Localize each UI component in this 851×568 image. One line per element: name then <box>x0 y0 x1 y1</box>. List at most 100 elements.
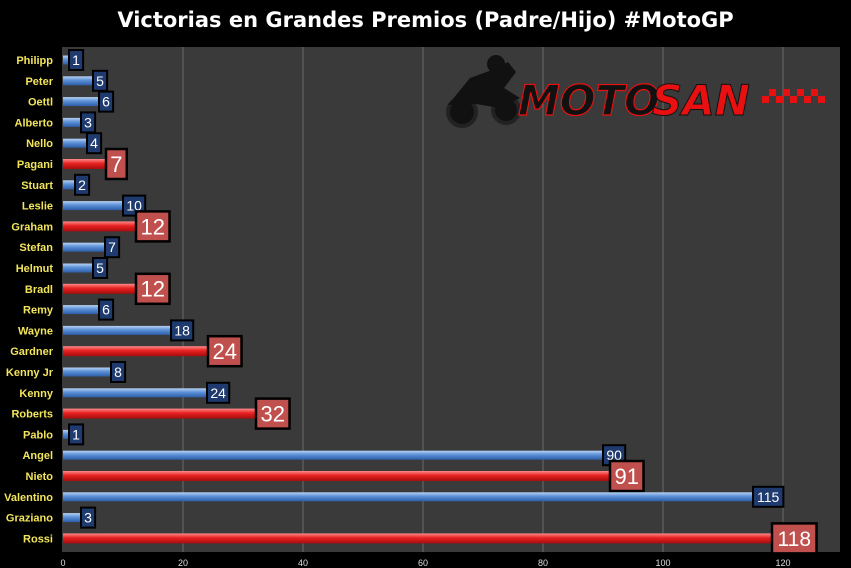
data-label-box <box>104 236 121 259</box>
category-label: Roberts <box>11 409 53 421</box>
data-label-box <box>98 90 115 113</box>
bar <box>63 305 99 315</box>
son-bar-group: 5 <box>63 257 109 279</box>
data-label: 1 <box>72 426 80 442</box>
data-label: 3 <box>84 114 92 130</box>
father-bar-group: 32 <box>63 397 291 430</box>
category-label: Pablo <box>23 429 53 441</box>
data-label: 32 <box>261 402 285 427</box>
category-label: Angel <box>22 450 53 462</box>
data-label: 5 <box>96 260 104 276</box>
data-label: 8 <box>114 364 122 380</box>
bar <box>63 242 105 252</box>
data-label-box <box>68 423 85 446</box>
data-label-box <box>68 49 85 71</box>
category-label: Oettl <box>28 97 53 109</box>
data-label-box <box>92 257 109 279</box>
gridlines <box>182 47 784 552</box>
bar <box>63 263 93 273</box>
son-bar-group: 24 <box>63 381 231 404</box>
x-tick-label: 80 <box>538 558 548 568</box>
father-bar-group: 12 <box>63 210 171 243</box>
data-label: 90 <box>606 447 622 463</box>
bar <box>63 138 87 148</box>
data-label-box <box>170 319 195 342</box>
x-tick-label: 60 <box>418 558 428 568</box>
category-label: Nello <box>26 138 53 150</box>
data-label: 118 <box>778 528 811 551</box>
data-label-box <box>608 459 645 493</box>
bar <box>63 533 771 544</box>
motorcycle-rider-icon <box>446 55 521 128</box>
data-label-box <box>206 381 231 404</box>
data-label: 6 <box>102 302 110 318</box>
category-label: Bradl <box>25 284 53 296</box>
son-bar-group: 3 <box>63 506 97 529</box>
bar <box>63 97 99 107</box>
plot-area <box>62 47 840 552</box>
category-label: Helmut <box>16 263 54 275</box>
son-bar-group: 7 <box>63 236 121 259</box>
bar <box>63 429 69 439</box>
bar <box>63 513 81 523</box>
category-label: Stuart <box>21 180 53 192</box>
father-bar-group: 91 <box>63 459 645 493</box>
category-label: Gardner <box>10 346 54 358</box>
category-label: Graziano <box>6 513 53 525</box>
category-label: Nieto <box>26 471 54 483</box>
data-label: 3 <box>84 510 92 526</box>
category-label: Valentino <box>4 492 53 504</box>
son-bar-group: 1 <box>63 49 85 71</box>
data-label-box <box>134 210 171 243</box>
chart-title: Victorias en Grandes Premios (Padre/Hijo… <box>117 8 734 32</box>
son-bar-group: 4 <box>63 132 103 155</box>
bar <box>63 180 75 190</box>
logo-text-moto: MOTO <box>518 76 660 125</box>
bar <box>63 450 603 460</box>
son-bar-group: 3 <box>63 111 97 134</box>
bar <box>63 117 81 127</box>
category-label: Peter <box>25 76 53 88</box>
category-label: Kenny <box>19 388 54 400</box>
bar <box>63 159 105 169</box>
x-tick-label: 0 <box>60 558 65 568</box>
bar <box>63 76 93 86</box>
data-label: 91 <box>615 464 639 489</box>
data-label-box <box>98 298 115 321</box>
bar <box>63 471 609 481</box>
category-label: Philipp <box>16 55 53 67</box>
bar <box>63 325 171 335</box>
category-label: Pagani <box>17 159 53 171</box>
category-label: Remy <box>23 305 54 317</box>
son-bar-group: 8 <box>63 361 127 383</box>
data-label: 2 <box>78 177 86 193</box>
data-label-box <box>770 522 818 555</box>
checkered-flag-icon <box>762 89 825 103</box>
bar <box>63 367 111 377</box>
son-bar-group: 2 <box>63 173 91 196</box>
bar <box>63 55 69 65</box>
data-label-box <box>254 397 291 430</box>
x-tick-label: 100 <box>655 558 670 568</box>
data-label: 4 <box>90 135 98 151</box>
data-label: 5 <box>96 73 104 89</box>
father-bar-group: 24 <box>63 334 243 368</box>
data-label: 7 <box>108 239 116 255</box>
bar <box>63 283 135 294</box>
motosan-logo: MOTO SAN <box>446 55 825 128</box>
data-label: 1 <box>72 52 80 68</box>
data-label: 18 <box>174 322 190 338</box>
data-label: 10 <box>126 198 142 214</box>
data-label: 6 <box>102 94 110 110</box>
son-bar-group: 115 <box>63 485 785 508</box>
x-tick-label: 120 <box>775 558 790 568</box>
bar <box>63 388 207 398</box>
bar <box>63 492 753 502</box>
data-label-box <box>80 506 97 529</box>
son-bar-group: 90 <box>63 444 627 467</box>
category-label: Graham <box>11 221 53 233</box>
data-label: 24 <box>213 339 237 364</box>
bar <box>63 408 255 419</box>
